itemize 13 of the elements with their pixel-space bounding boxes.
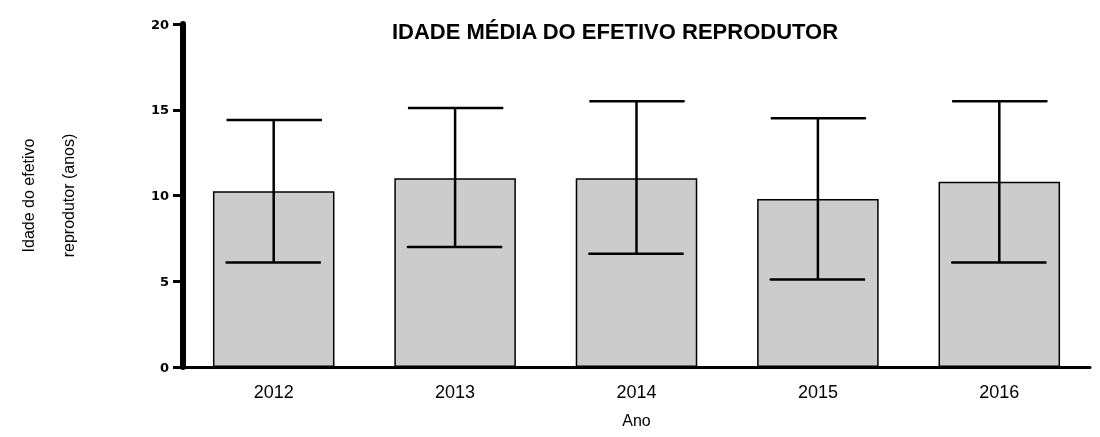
y-tick-label: 5 bbox=[159, 273, 169, 289]
y-tick-label: 0 bbox=[159, 359, 169, 375]
x-tick-label: 2015 bbox=[797, 382, 838, 402]
x-axis-title: Ano bbox=[622, 411, 651, 429]
x-tick-label: 2014 bbox=[616, 382, 657, 402]
y-tick-label: 20 bbox=[150, 16, 169, 32]
text: Idade do efetivo reprodutor (anos) bbox=[19, 133, 77, 258]
x-tick-label: 2013 bbox=[435, 382, 476, 402]
y-tick-label: 10 bbox=[150, 188, 169, 203]
y-tick-label: 15 bbox=[150, 102, 169, 118]
x-tick-label: 2016 bbox=[979, 382, 1020, 402]
x-tick-label: 2012 bbox=[253, 382, 294, 402]
chart-title: IDADE MÉDIA DO EFETIVO REPRODUTOR bbox=[391, 18, 839, 44]
